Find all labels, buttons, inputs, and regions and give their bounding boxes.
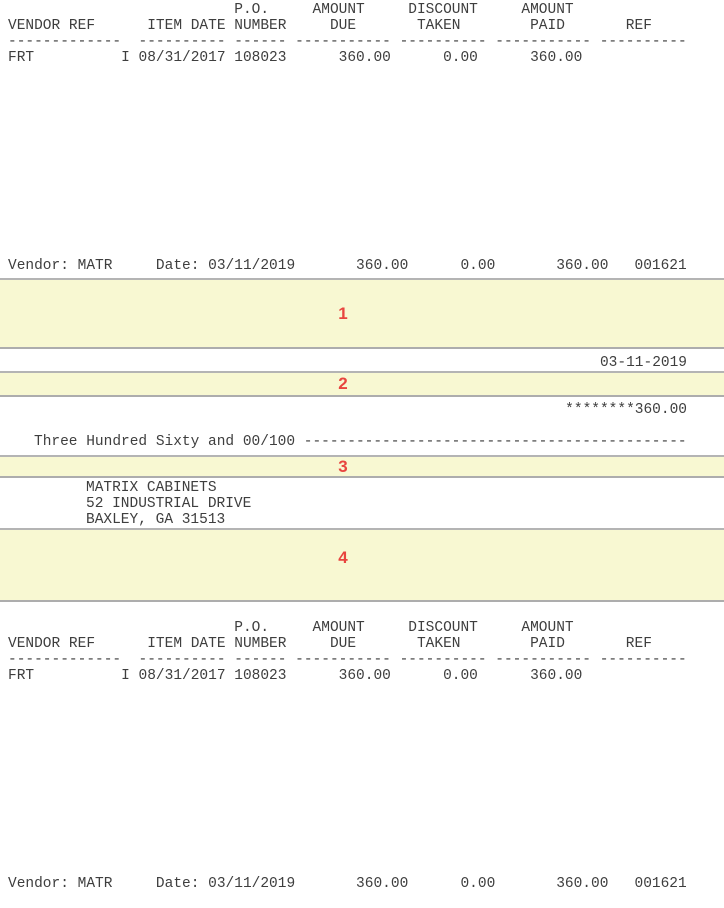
check-date: 03-11-2019 [599,355,687,371]
region-number-1: 1 [338,303,348,323]
band-region-4[interactable]: 4 [0,528,724,602]
region-number-4: 4 [338,548,348,567]
check-amount-words: Three Hundred Sixty and 00/100 ---------… [34,434,687,450]
band-region-1[interactable]: 1 [0,278,724,349]
region-number-3: 3 [338,456,348,476]
check-amount-numeric: ********360.00 [565,402,687,418]
payee-address-block: MATRIX CABINETS 52 INDUSTRIAL DRIVE BAXL… [86,480,252,528]
stub-bottom: P.O. AMOUNT DISCOUNT AMOUNT VENDOR REF I… [8,620,687,892]
region-number-2: 2 [338,374,348,393]
stub-top: P.O. AMOUNT DISCOUNT AMOUNT VENDOR REF I… [8,2,687,274]
band-region-2[interactable]: 2 [0,371,724,397]
band-region-3[interactable]: 3 [0,455,724,478]
